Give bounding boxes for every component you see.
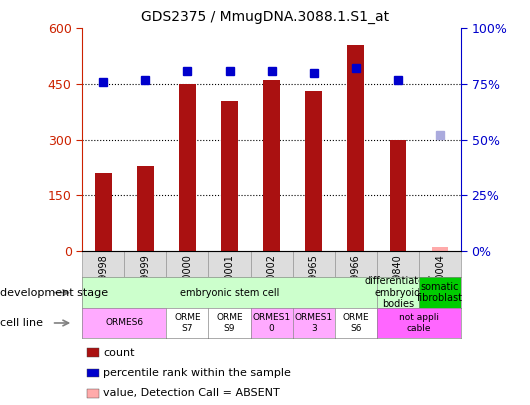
Text: ORMES6: ORMES6 bbox=[105, 318, 143, 328]
Text: ORMES1
0: ORMES1 0 bbox=[253, 313, 290, 333]
Bar bbox=[263, 80, 280, 251]
Text: ORME
S9: ORME S9 bbox=[216, 313, 243, 333]
Text: somatic
fibroblast: somatic fibroblast bbox=[417, 282, 463, 303]
Text: value, Detection Call = ABSENT: value, Detection Call = ABSENT bbox=[103, 388, 280, 398]
Text: ORMES1
3: ORMES1 3 bbox=[295, 313, 333, 333]
Text: ORME
S6: ORME S6 bbox=[342, 313, 369, 333]
Text: embryonic stem cell: embryonic stem cell bbox=[180, 288, 279, 298]
Text: differentiated
embryoid
bodies: differentiated embryoid bodies bbox=[365, 276, 431, 309]
Text: development stage: development stage bbox=[0, 288, 108, 298]
Bar bbox=[221, 101, 238, 251]
Bar bbox=[431, 247, 448, 251]
Bar bbox=[137, 166, 154, 251]
Text: count: count bbox=[103, 348, 135, 358]
Bar bbox=[348, 45, 364, 251]
Text: GDS2375 / MmugDNA.3088.1.S1_at: GDS2375 / MmugDNA.3088.1.S1_at bbox=[141, 10, 389, 24]
Bar bbox=[390, 140, 407, 251]
Bar bbox=[95, 173, 112, 251]
Text: cell line: cell line bbox=[0, 318, 43, 328]
Text: ORME
S7: ORME S7 bbox=[174, 313, 201, 333]
Text: percentile rank within the sample: percentile rank within the sample bbox=[103, 368, 291, 378]
Bar bbox=[179, 84, 196, 251]
Text: not appli
cable: not appli cable bbox=[399, 313, 439, 333]
Bar bbox=[305, 92, 322, 251]
